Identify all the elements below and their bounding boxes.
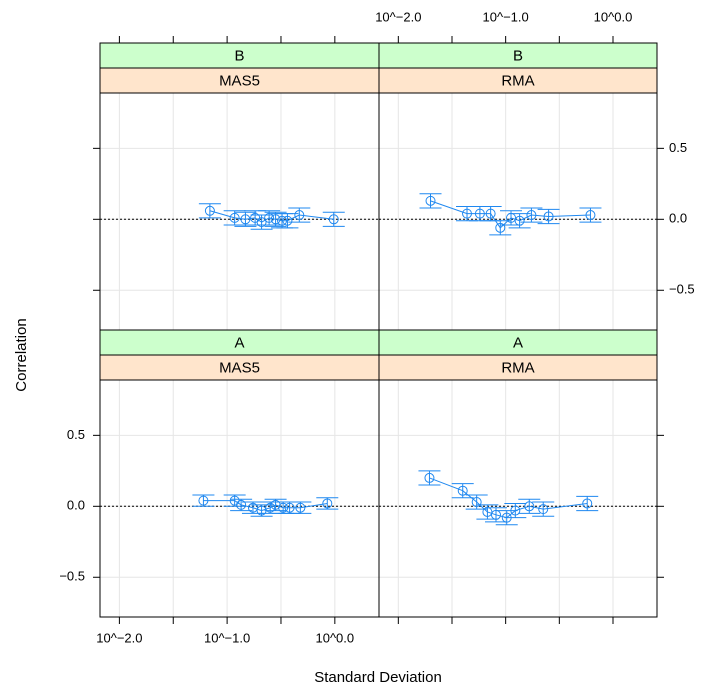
error-bar bbox=[230, 498, 253, 512]
x-tick-label: 10^0.0 bbox=[316, 630, 355, 645]
data-point bbox=[264, 212, 275, 223]
data-point bbox=[457, 485, 468, 496]
data-point bbox=[282, 215, 293, 226]
data-point bbox=[538, 504, 549, 515]
error-bar bbox=[316, 497, 339, 510]
strip-label: RMA bbox=[501, 72, 534, 89]
strip-label: A bbox=[234, 334, 244, 351]
strip bbox=[99, 42, 380, 69]
data-point bbox=[256, 217, 267, 228]
data-point bbox=[543, 211, 554, 222]
data-point bbox=[322, 498, 333, 509]
data-point bbox=[294, 210, 305, 221]
data-point bbox=[277, 215, 288, 226]
strip-label: RMA bbox=[501, 359, 534, 376]
error-bar bbox=[192, 494, 215, 507]
y-tick-label: −0.5 bbox=[669, 282, 695, 297]
y-tick-label: 0.5 bbox=[67, 427, 85, 442]
data-point bbox=[229, 212, 240, 223]
data-point bbox=[270, 499, 281, 510]
data-point bbox=[240, 214, 251, 225]
data-point bbox=[284, 502, 295, 513]
data-point bbox=[204, 205, 215, 216]
strip-label: A bbox=[513, 334, 523, 351]
strip bbox=[378, 354, 658, 381]
data-point bbox=[582, 498, 593, 509]
data-point bbox=[526, 210, 537, 221]
x-tick-label: 10^−2.0 bbox=[96, 630, 142, 645]
data-point bbox=[278, 502, 289, 513]
y-tick-label: 0.0 bbox=[669, 211, 687, 226]
strip bbox=[378, 67, 658, 94]
data-point bbox=[585, 210, 596, 221]
y-tick-label: 0.5 bbox=[669, 140, 687, 155]
data-point bbox=[424, 472, 435, 483]
y-tick-label: −0.5 bbox=[59, 569, 85, 584]
x-tick-label: 10^−1.0 bbox=[204, 630, 250, 645]
data-point bbox=[236, 499, 247, 510]
strip-label: B bbox=[513, 47, 523, 64]
data-point bbox=[247, 502, 258, 513]
data-point bbox=[485, 208, 496, 219]
error-bar bbox=[223, 494, 246, 507]
x-tick-label: 10^−1.0 bbox=[483, 9, 529, 24]
panel-border bbox=[378, 379, 658, 618]
strip bbox=[378, 42, 658, 69]
error-bar bbox=[259, 501, 282, 514]
panel-border bbox=[99, 92, 380, 331]
data-point bbox=[510, 505, 521, 516]
data-point bbox=[524, 501, 535, 512]
data-line bbox=[429, 477, 588, 519]
x-axis-label: Standard Deviation bbox=[314, 669, 442, 686]
panel-border bbox=[99, 379, 380, 618]
y-axis-label: Correlation bbox=[13, 318, 30, 391]
data-point bbox=[462, 208, 473, 219]
data-point bbox=[495, 222, 506, 233]
data-point bbox=[295, 502, 306, 513]
strip-label: MAS5 bbox=[219, 72, 260, 89]
data-point bbox=[514, 215, 525, 226]
x-tick-label: 10^−2.0 bbox=[375, 9, 421, 24]
strip bbox=[99, 329, 380, 356]
data-point bbox=[425, 195, 436, 206]
data-point bbox=[474, 208, 485, 219]
x-tick-label: 10^0.0 bbox=[594, 9, 633, 24]
data-point bbox=[471, 497, 482, 508]
strip-label: B bbox=[234, 47, 244, 64]
panel-border bbox=[378, 92, 658, 331]
y-tick-label: 0.0 bbox=[67, 498, 85, 513]
strip-label: MAS5 bbox=[219, 359, 260, 376]
data-point bbox=[328, 214, 339, 225]
error-bar bbox=[250, 504, 273, 517]
error-bar bbox=[289, 501, 312, 514]
data-line bbox=[430, 200, 591, 229]
data-point bbox=[270, 214, 281, 225]
data-point bbox=[265, 502, 276, 513]
data-point bbox=[198, 495, 209, 506]
